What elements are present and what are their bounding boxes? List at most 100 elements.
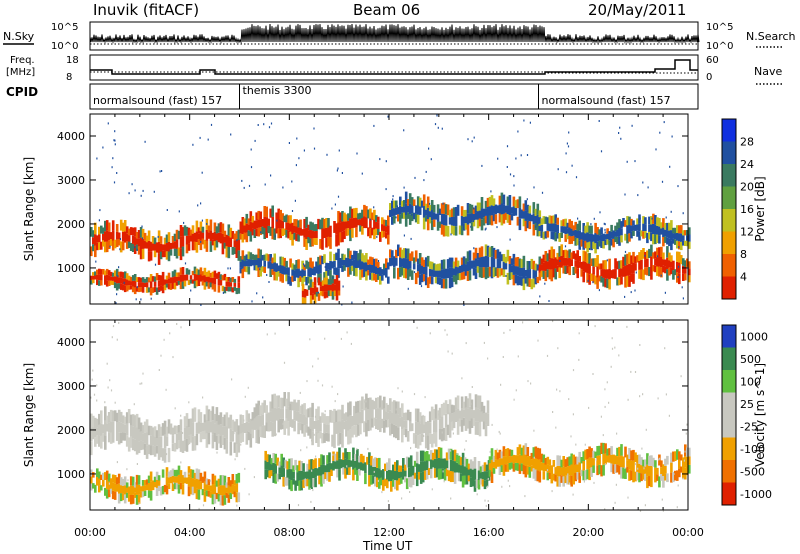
heatmap-cell: [135, 238, 139, 245]
heatmap-speckle: [520, 154, 522, 157]
heatmap-cell: [147, 251, 151, 262]
heatmap-speckle: [90, 396, 92, 399]
heatmap-cell: [652, 234, 655, 245]
heatmap-speckle: [657, 397, 659, 400]
heatmap-speckle: [425, 170, 427, 173]
heatmap-cell: [187, 243, 191, 251]
heatmap-cell: [658, 266, 661, 277]
heatmap-cell: [287, 406, 290, 422]
heatmap-speckle: [661, 498, 663, 501]
heatmap-speckle: [98, 219, 100, 222]
heatmap-cell: [213, 284, 217, 292]
heatmap-cell: [556, 224, 559, 232]
heatmap-speckle: [522, 321, 524, 324]
heatmap-cell: [147, 277, 151, 283]
heatmap-cell: [660, 474, 663, 481]
heatmap-cell: [268, 462, 271, 471]
heatmap-speckle: [303, 149, 305, 152]
heatmap-cell: [307, 276, 310, 284]
sky-tick-top: 10^5: [51, 22, 78, 33]
colorbar-tick-label: 20: [740, 181, 754, 194]
heatmap-speckle: [526, 154, 529, 156]
heatmap-cell: [341, 433, 344, 448]
heatmap-cell: [107, 432, 111, 443]
heatmap-cell: [468, 260, 472, 271]
heatmap-cell: [686, 258, 689, 267]
heatmap-cell: [239, 227, 243, 234]
heatmap-cell: [321, 280, 325, 286]
heatmap-cell: [668, 222, 671, 231]
heatmap-cell: [431, 460, 435, 468]
heatmap-cell: [382, 469, 385, 480]
heatmap-cell: [616, 229, 619, 237]
heatmap-cell: [628, 224, 631, 234]
heatmap-cell: [115, 431, 119, 441]
heatmap-speckle: [681, 286, 683, 289]
heatmap-cell: [652, 223, 655, 235]
heatmap-cell: [672, 227, 675, 234]
heatmap-speckle: [638, 235, 640, 238]
heatmap-cell: [343, 221, 346, 231]
heatmap-cell: [400, 465, 403, 472]
heatmap-speckle: [423, 435, 425, 437]
heatmap-cell: [502, 254, 506, 262]
heatmap-cell: [616, 222, 619, 230]
heatmap-cell: [630, 218, 633, 226]
heatmap-cell: [490, 195, 494, 206]
heatmap-cell: [279, 408, 282, 419]
heatmap-cell: [363, 269, 366, 277]
heatmap-speckle: [606, 259, 608, 262]
heatmap-cell: [409, 466, 413, 477]
heatmap-cell: [380, 477, 383, 486]
y-tick-label: 1000: [57, 468, 85, 481]
heatmap-cell: [272, 453, 275, 463]
heatmap-cell: [460, 215, 464, 226]
heatmap-cell: [590, 467, 593, 477]
heatmap-cell: [373, 417, 376, 426]
heatmap-cell: [406, 248, 410, 259]
heatmap-cell: [454, 216, 458, 226]
heatmap-cell: [119, 493, 123, 502]
heatmap-cell: [630, 450, 633, 461]
heatmap-cell: [558, 455, 561, 466]
heatmap-cell: [96, 468, 99, 477]
heatmap-cell: [461, 464, 465, 476]
heatmap-cell: [131, 414, 135, 427]
heatmap-cell: [281, 220, 284, 229]
heatmap-cell: [482, 405, 486, 414]
heatmap-cell: [538, 471, 542, 483]
heatmap-cell: [229, 492, 233, 499]
heatmap-cell: [516, 216, 520, 226]
heatmap-speckle: [233, 432, 235, 435]
heatmap-cell: [534, 446, 538, 458]
heatmap-cell: [255, 220, 258, 229]
heatmap-cell: [283, 420, 286, 435]
heatmap-cell: [225, 246, 229, 258]
heatmap-speckle: [450, 497, 452, 500]
heatmap-cell: [424, 421, 428, 436]
heatmap-cell: [427, 454, 431, 462]
heatmap-cell: [383, 263, 386, 270]
heatmap-cell: [125, 273, 129, 280]
heatmap-cell: [375, 397, 378, 409]
heatmap-cell: [351, 426, 354, 438]
heatmap-cell: [570, 475, 573, 487]
heatmap-cell: [379, 419, 382, 433]
date-title: 20/May/2011: [588, 1, 686, 19]
heatmap-cell: [151, 243, 155, 251]
heatmap-speckle: [655, 148, 657, 151]
heatmap-cell: [488, 215, 492, 225]
heatmap-cell: [594, 275, 597, 285]
heatmap-cell: [403, 427, 406, 435]
heatmap-cell: [119, 477, 123, 486]
heatmap-cell: [628, 216, 631, 225]
heatmap-cell: [604, 239, 607, 246]
heatmap-cell: [442, 213, 446, 226]
heatmap-cell: [540, 453, 544, 462]
heatmap-cell: [566, 475, 569, 485]
heatmap-cell: [576, 238, 579, 246]
heatmap-cell: [572, 235, 575, 242]
heatmap-cell: [600, 263, 603, 270]
heatmap-cell: [117, 239, 121, 246]
heatmap-cell: [96, 235, 99, 243]
